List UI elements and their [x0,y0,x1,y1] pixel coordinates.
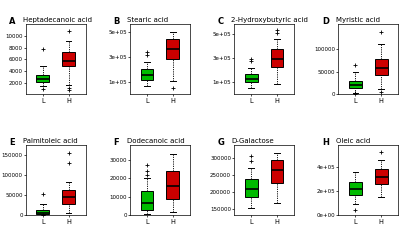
Bar [349,182,362,195]
Bar [36,210,49,214]
Bar [375,169,388,184]
Bar [270,49,284,67]
Bar [245,75,258,82]
Text: C: C [218,17,224,26]
Bar [62,190,75,204]
Text: 2-Hydroxybutyric acid: 2-Hydroxybutyric acid [231,17,308,23]
Bar [166,171,179,199]
Text: Palmitoleic acid: Palmitoleic acid [23,138,78,144]
Text: E: E [9,138,15,147]
Text: F: F [114,138,119,147]
Text: B: B [114,17,120,26]
Bar [140,69,154,80]
Text: G: G [218,138,224,147]
Text: D-Galactose: D-Galactose [231,138,274,144]
Text: Stearic acid: Stearic acid [127,17,168,23]
Bar [270,160,284,182]
Text: A: A [9,17,16,26]
Bar [36,75,49,82]
Bar [245,179,258,197]
Text: Heptadecanoic acid: Heptadecanoic acid [23,17,92,23]
Bar [375,59,388,76]
Bar [62,52,75,66]
Bar [349,81,362,88]
Text: Oleic acid: Oleic acid [336,138,370,144]
Text: Myristic acid: Myristic acid [336,17,380,23]
Bar [166,39,179,59]
Bar [140,191,154,210]
Text: Dodecanoic acid: Dodecanoic acid [127,138,185,144]
Text: D: D [322,17,329,26]
Text: H: H [322,138,329,147]
